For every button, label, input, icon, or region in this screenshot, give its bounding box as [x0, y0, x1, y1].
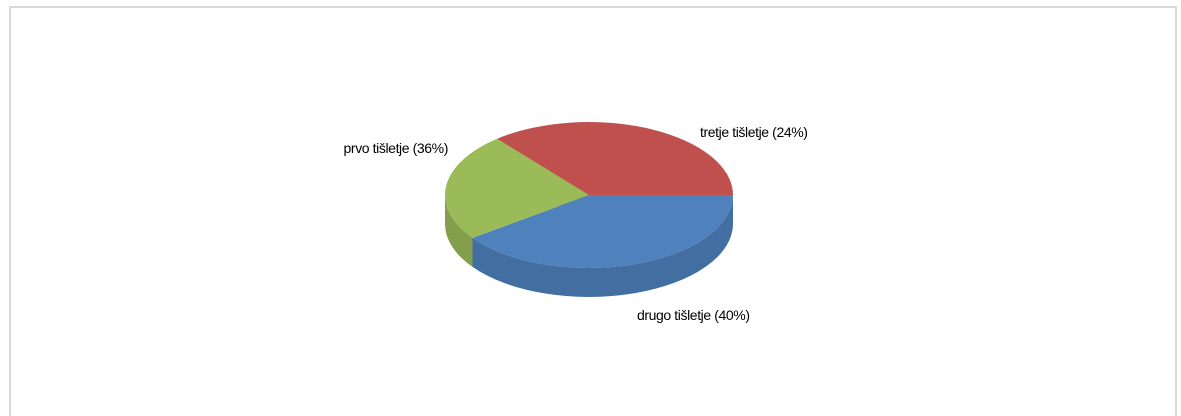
slice-prvo-label: prvo tišletje (36%) [344, 140, 448, 156]
pie-tops [445, 122, 733, 268]
slice-drugo-side [472, 195, 733, 297]
slice-drugo-label: drugo tišletje (40%) [637, 307, 750, 323]
slice-drugo-top [472, 195, 733, 268]
slice-tretje-top [445, 138, 589, 238]
pie-labels: drugo tišletje (40%) tretje tišletje (24%… [344, 124, 808, 323]
slice-tretje-side [445, 195, 473, 267]
slice-tretje-label: tretje tišletje (24%) [700, 124, 808, 140]
slice-prvo-top [497, 122, 733, 195]
